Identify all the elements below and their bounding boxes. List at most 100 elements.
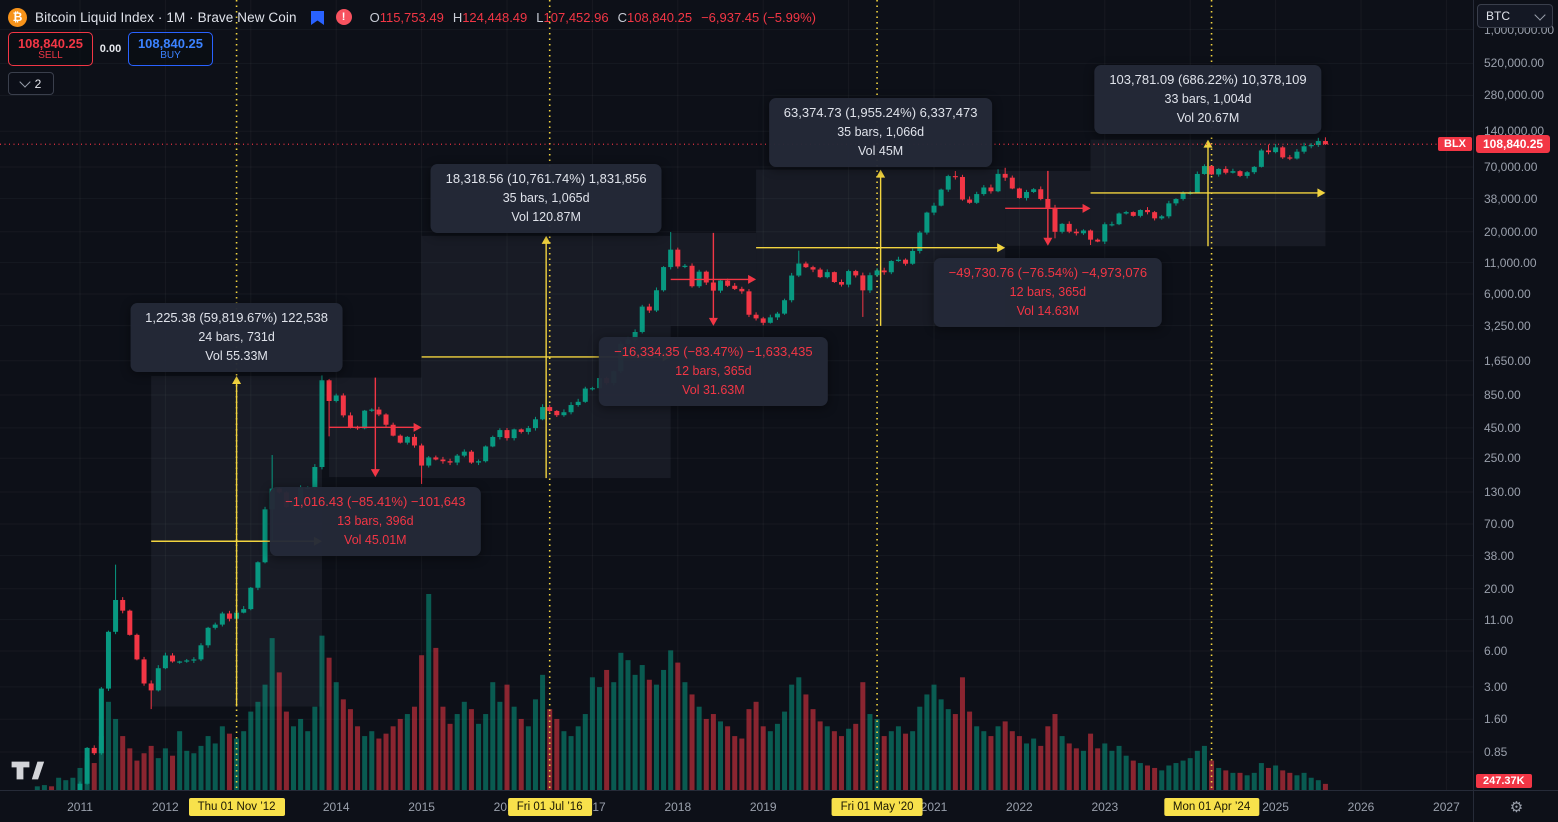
- axis-settings-corner: ⚙: [1473, 791, 1558, 822]
- volume-bar: [63, 780, 69, 790]
- volume-bar: [504, 684, 510, 790]
- range-tooltip[interactable]: −1,016.43 (−85.41%) −101,643 13 bars, 396…: [270, 487, 481, 556]
- candlestick-chart[interactable]: [0, 0, 1473, 790]
- candle: [995, 173, 1001, 192]
- candle: [1109, 224, 1115, 226]
- candle: [874, 270, 880, 276]
- volume-bar: [689, 694, 695, 790]
- chevron-down-icon: [18, 76, 31, 88]
- volume-bar: [831, 731, 837, 790]
- data-warning-icon[interactable]: !: [335, 9, 352, 25]
- price-tick-label: 140,000.00: [1484, 124, 1545, 139]
- tradingview-logo[interactable]: [9, 756, 47, 782]
- candle: [340, 395, 346, 416]
- range-tooltip-line: 103,781.09 (686.22%) 10,378,109: [1109, 72, 1307, 87]
- volume-bar: [1123, 755, 1129, 790]
- halving-date-badge[interactable]: Mon 01 Apr ’24: [1163, 798, 1260, 816]
- candle: [924, 212, 930, 233]
- volume-bar: [604, 669, 610, 790]
- candle: [767, 317, 773, 323]
- volume-bar: [1066, 743, 1072, 790]
- volume-bar: [312, 706, 318, 790]
- volume-bar: [184, 750, 190, 790]
- volume-bar: [1244, 775, 1250, 790]
- volume-bar: [981, 731, 987, 790]
- range-tooltip[interactable]: 18,318.56 (10,761.74%) 1,831,856 35 bars,…: [430, 164, 662, 233]
- year-tick-label: 2015: [408, 800, 435, 814]
- candle: [1180, 193, 1186, 199]
- candle: [248, 587, 254, 610]
- range-tooltip[interactable]: 1,225.38 (59,819.67%) 122,538 24 bars, 73…: [130, 303, 343, 372]
- volume-bar: [447, 723, 453, 790]
- halving-date-badge[interactable]: Thu 01 Nov ’12: [188, 798, 285, 816]
- candle: [205, 627, 211, 646]
- volume-bar: [1152, 767, 1158, 790]
- price-tick-label: 38,000.00: [1484, 191, 1538, 206]
- volume-bar: [995, 726, 1001, 790]
- volume-bar: [1273, 765, 1279, 790]
- range-tooltip[interactable]: −16,334.35 (−83.47%) −1,633,435 12 bars, …: [599, 337, 828, 406]
- volume-bar: [1159, 770, 1165, 790]
- halving-date-badge[interactable]: Fri 01 May ’20: [831, 798, 923, 816]
- candle: [1102, 224, 1108, 242]
- price-tick-label: 1.60: [1484, 712, 1508, 727]
- candle: [547, 407, 553, 411]
- price-axis[interactable]: 108,840.25 247.37K BTC 1,000,000.00 520,0…: [1473, 0, 1558, 790]
- year-tick-label: 2025: [1262, 800, 1289, 814]
- candle: [77, 783, 83, 790]
- volume-bar: [860, 682, 866, 790]
- volume-bar: [276, 672, 282, 790]
- ohlc-values: O115,753.49 H124,448.49 L107,452.96 C108…: [369, 9, 816, 25]
- volume-bar: [426, 594, 432, 790]
- price-tick-label: 280,000.00: [1484, 88, 1545, 103]
- volume-bar: [120, 736, 126, 790]
- volume-bar: [461, 701, 467, 790]
- candle: [383, 414, 389, 425]
- symbol-title[interactable]: Bitcoin Liquid Index · 1M · Brave New Co…: [35, 9, 297, 25]
- volume-bar: [710, 714, 716, 790]
- flag-icon[interactable]: [310, 10, 324, 25]
- range-tooltip-line: Vol 14.63M: [1016, 304, 1080, 318]
- currency-dropdown[interactable]: BTC: [1477, 4, 1553, 28]
- volume-bar: [1024, 743, 1030, 790]
- candle: [860, 275, 866, 291]
- volume-bar: [1294, 775, 1300, 790]
- volume-bar: [205, 736, 211, 790]
- volume-bar: [938, 699, 944, 790]
- volume-bar: [824, 726, 830, 790]
- drawings-collapse-button[interactable]: 2: [8, 72, 54, 95]
- gear-icon[interactable]: ⚙: [1509, 799, 1524, 816]
- volume-bar: [1088, 733, 1094, 790]
- halving-date-badge[interactable]: Fri 01 Jul ’16: [507, 798, 592, 816]
- range-tooltip[interactable]: −49,730.76 (−76.54%) −4,973,076 12 bars, …: [933, 258, 1163, 327]
- candle: [1080, 230, 1086, 234]
- candle: [1201, 166, 1207, 174]
- bitcoin-icon: ₿: [8, 7, 27, 27]
- volume-bar: [390, 726, 396, 790]
- range-tooltip-line: Vol 45M: [858, 144, 904, 158]
- candle: [682, 265, 688, 267]
- volume-bar: [1194, 750, 1200, 790]
- volume-bar: [1145, 765, 1151, 790]
- candle: [369, 409, 375, 411]
- candle: [1088, 230, 1094, 240]
- buy-button[interactable]: 108,840.25 BUY: [128, 32, 213, 66]
- volume-bar: [1280, 770, 1286, 790]
- volume-bar: [1095, 748, 1101, 790]
- price-tick-label: 38.00: [1484, 548, 1515, 563]
- sell-button[interactable]: 108,840.25 SELL: [8, 32, 93, 66]
- candle: [219, 613, 225, 625]
- volume-bar: [895, 726, 901, 790]
- price-tick-label: 130.00: [1484, 485, 1521, 500]
- volume-bar: [931, 684, 937, 790]
- candle: [148, 683, 154, 691]
- year-tick-label: 2023: [1091, 800, 1119, 814]
- last-price-badge: 108,840.25: [1476, 135, 1551, 154]
- volume-bar: [661, 669, 667, 790]
- time-axis[interactable]: ⚙ 20112012201320142015201620172018201920…: [0, 790, 1558, 822]
- candle: [974, 194, 980, 203]
- range-tooltip[interactable]: 103,781.09 (686.22%) 10,378,109 33 bars, …: [1094, 65, 1322, 134]
- range-tooltip[interactable]: 63,374.73 (1,955.24%) 6,337,473 35 bars, …: [768, 98, 993, 167]
- volume-bar: [127, 748, 133, 790]
- price-tick-label: 250.00: [1484, 451, 1521, 466]
